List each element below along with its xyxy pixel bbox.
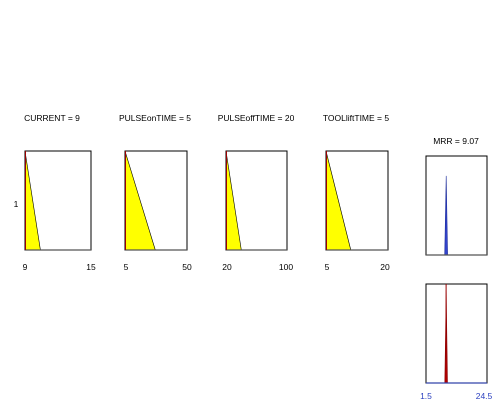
- tick-mrr-max: 24.5: [476, 391, 492, 401]
- panel-title-mrr: MRR = 9.07: [433, 136, 479, 146]
- panel-title-current: CURRENT = 9: [24, 113, 80, 123]
- tick-mrr-min: 1.5: [420, 391, 432, 401]
- panel-title-tool-lift-time: TOOLliftTIME = 5: [323, 113, 389, 123]
- panel-pulse-off-time: [225, 150, 288, 251]
- tick-pulse-off-time-max: 100: [279, 262, 293, 272]
- tick-pulse-off-time-min: 20: [222, 262, 232, 272]
- tick-tool-lift-time-min: 5: [325, 262, 330, 272]
- tick-current-min: 9: [23, 262, 28, 272]
- y-tick-label: 1: [14, 199, 19, 209]
- panel-frame-mrr-aggregate: [425, 283, 488, 384]
- panel-frame-mrr-rule: [425, 155, 488, 256]
- tick-current-max: 15: [86, 262, 96, 272]
- tick-tool-lift-time-max: 20: [380, 262, 390, 272]
- panel-tool-lift-time: [325, 150, 389, 251]
- tick-pulse-on-time-max: 50: [182, 262, 192, 272]
- panel-current: [24, 150, 92, 251]
- panel-title-pulse-on-time: PULSEonTIME = 5: [119, 113, 191, 123]
- tick-pulse-on-time-min: 5: [124, 262, 129, 272]
- panel-mrr-aggregate: [425, 283, 488, 384]
- panel-pulse-on-time: [124, 150, 188, 251]
- panel-title-pulse-off-time: PULSEoffTIME = 20: [218, 113, 295, 123]
- panel-mrr-rule: [425, 155, 488, 256]
